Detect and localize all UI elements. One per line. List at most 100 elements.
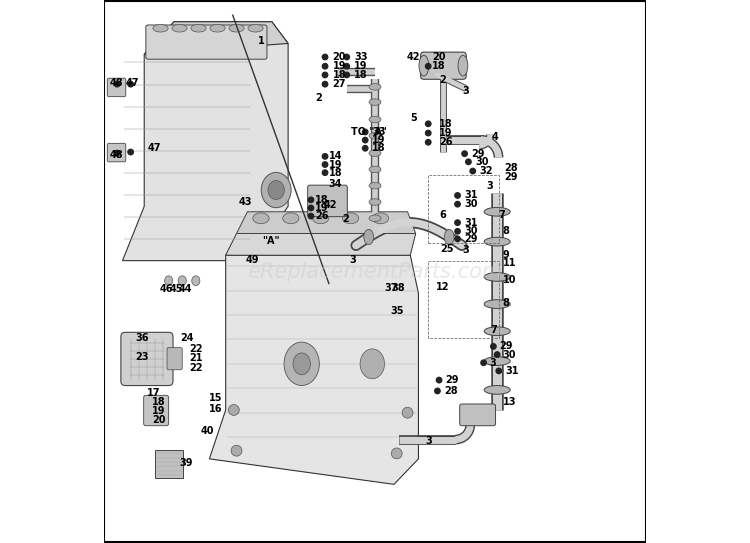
Ellipse shape — [253, 213, 269, 224]
Ellipse shape — [369, 84, 381, 90]
Circle shape — [425, 121, 431, 127]
Ellipse shape — [369, 116, 381, 123]
Circle shape — [425, 140, 431, 145]
Text: 47: 47 — [148, 143, 161, 153]
Text: 30: 30 — [476, 157, 489, 167]
Text: 5: 5 — [410, 113, 417, 123]
Text: 19: 19 — [152, 406, 166, 415]
Text: 42: 42 — [406, 52, 420, 62]
Circle shape — [362, 146, 368, 151]
Text: 30: 30 — [503, 350, 516, 359]
Text: 17: 17 — [147, 388, 160, 397]
Circle shape — [322, 170, 328, 175]
Text: 2: 2 — [439, 75, 446, 85]
Text: 12: 12 — [436, 282, 449, 292]
Polygon shape — [226, 233, 416, 255]
Ellipse shape — [369, 182, 381, 189]
Circle shape — [322, 54, 328, 60]
Circle shape — [402, 407, 413, 418]
Polygon shape — [236, 212, 416, 233]
Ellipse shape — [369, 132, 381, 139]
Text: 31: 31 — [464, 218, 478, 228]
Text: 15: 15 — [209, 393, 222, 403]
Ellipse shape — [484, 207, 510, 216]
Text: 8: 8 — [503, 226, 509, 236]
Circle shape — [362, 129, 368, 135]
Text: 32: 32 — [479, 166, 493, 176]
FancyBboxPatch shape — [146, 25, 267, 59]
Circle shape — [322, 72, 328, 78]
Text: 19: 19 — [315, 203, 328, 213]
Ellipse shape — [268, 181, 284, 200]
Text: 19: 19 — [439, 128, 452, 138]
Text: 49: 49 — [246, 255, 259, 264]
Circle shape — [344, 72, 350, 78]
Polygon shape — [122, 22, 288, 261]
Circle shape — [114, 150, 120, 156]
Ellipse shape — [484, 300, 510, 308]
Text: 37: 37 — [385, 283, 398, 293]
Text: 3: 3 — [462, 245, 469, 255]
Ellipse shape — [210, 24, 225, 32]
Ellipse shape — [484, 327, 510, 336]
Ellipse shape — [369, 215, 381, 222]
Text: 18: 18 — [152, 397, 166, 407]
Ellipse shape — [369, 166, 381, 173]
Ellipse shape — [369, 199, 381, 205]
Text: 29: 29 — [446, 375, 459, 385]
Text: 48: 48 — [110, 150, 124, 160]
Circle shape — [128, 149, 133, 155]
Text: 14: 14 — [328, 151, 342, 161]
Text: 28: 28 — [445, 386, 458, 396]
Text: 19: 19 — [328, 160, 342, 169]
Text: 39: 39 — [179, 458, 193, 468]
Ellipse shape — [364, 230, 374, 245]
Ellipse shape — [444, 230, 454, 245]
Circle shape — [496, 368, 502, 374]
Ellipse shape — [360, 349, 385, 379]
Text: 33: 33 — [354, 52, 368, 62]
Text: 16: 16 — [209, 404, 222, 414]
Circle shape — [322, 81, 328, 87]
Text: 29: 29 — [504, 172, 518, 182]
Text: 10: 10 — [503, 275, 516, 285]
FancyBboxPatch shape — [107, 143, 126, 162]
Text: 40: 40 — [200, 426, 214, 435]
Text: 18: 18 — [439, 119, 453, 129]
Text: 8: 8 — [503, 298, 509, 308]
Ellipse shape — [369, 150, 381, 156]
Text: 7: 7 — [490, 325, 496, 335]
Ellipse shape — [458, 55, 468, 76]
Text: 27: 27 — [333, 79, 346, 89]
Polygon shape — [209, 255, 419, 484]
Text: "A": "A" — [262, 236, 280, 245]
Circle shape — [436, 377, 442, 383]
Text: 26: 26 — [439, 137, 452, 147]
Circle shape — [435, 388, 440, 394]
Ellipse shape — [192, 276, 200, 286]
Text: 34: 34 — [328, 179, 342, 188]
Text: 18: 18 — [372, 143, 386, 153]
Text: 18: 18 — [333, 70, 346, 80]
Text: 25: 25 — [440, 244, 454, 254]
Text: 20: 20 — [152, 415, 166, 425]
Circle shape — [322, 154, 328, 159]
Circle shape — [494, 352, 500, 357]
Ellipse shape — [284, 342, 320, 386]
Text: 44: 44 — [178, 284, 192, 294]
Circle shape — [490, 344, 496, 349]
Text: 46: 46 — [160, 284, 173, 294]
Text: 43: 43 — [238, 197, 252, 207]
Text: 2: 2 — [315, 93, 322, 103]
Text: 13: 13 — [503, 397, 516, 407]
Text: 31: 31 — [464, 191, 478, 200]
Ellipse shape — [283, 213, 299, 224]
Text: 1: 1 — [258, 36, 265, 46]
Text: 19: 19 — [333, 61, 346, 71]
Ellipse shape — [164, 276, 172, 286]
Text: 21: 21 — [189, 353, 202, 363]
Ellipse shape — [343, 213, 358, 224]
Circle shape — [308, 197, 314, 203]
Text: 22: 22 — [189, 344, 202, 354]
Ellipse shape — [229, 24, 244, 32]
